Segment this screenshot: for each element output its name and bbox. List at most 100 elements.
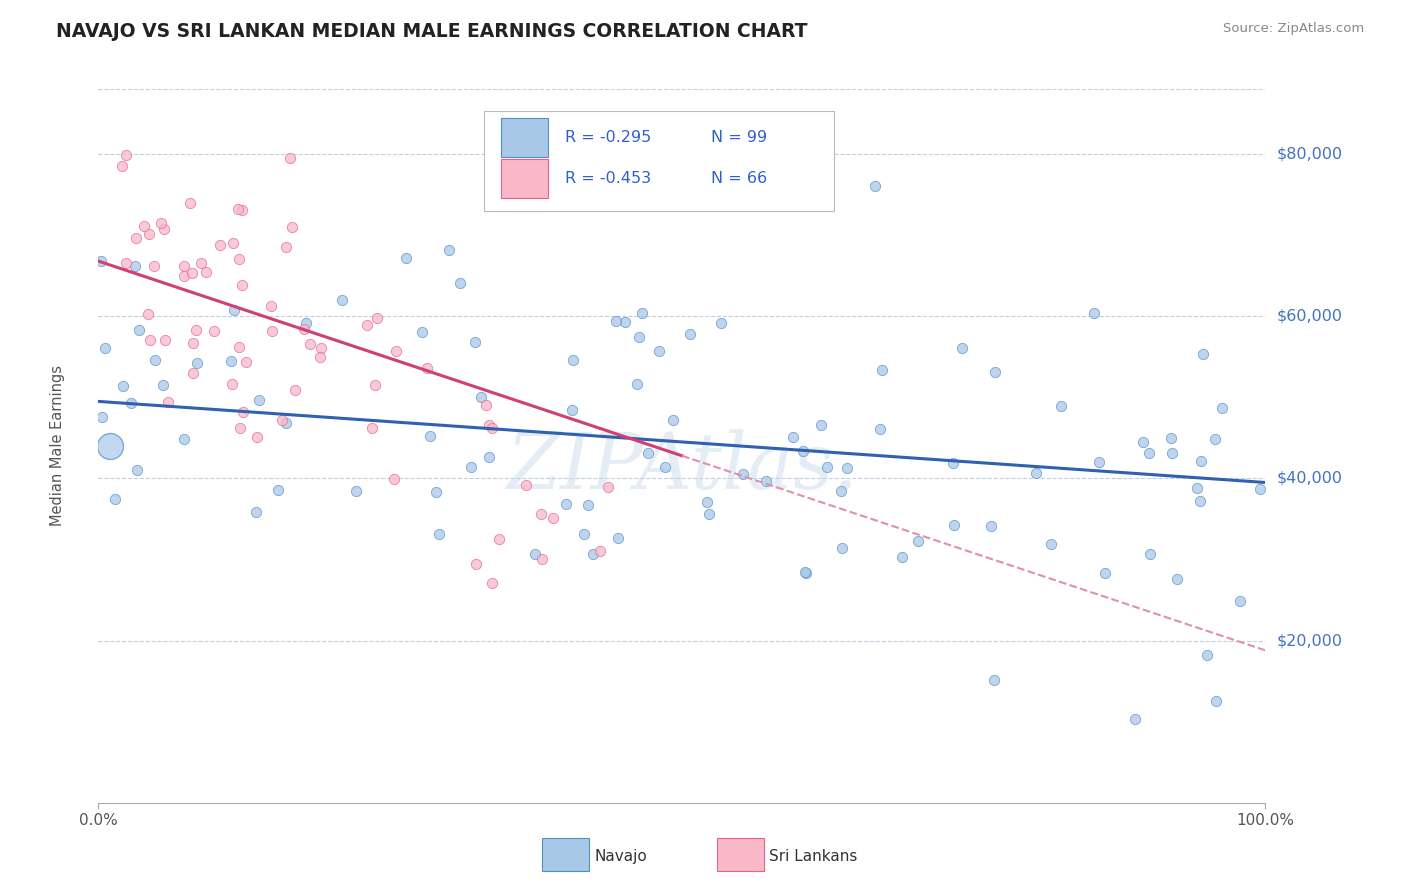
Point xyxy=(1132,435,1154,450)
Point xyxy=(267,483,290,497)
Point xyxy=(1211,401,1233,415)
Point xyxy=(190,256,212,270)
Point xyxy=(589,544,612,558)
Point xyxy=(869,422,891,436)
Point xyxy=(136,307,159,321)
Point xyxy=(124,260,146,274)
Point xyxy=(153,333,176,347)
Point xyxy=(810,418,832,433)
Point xyxy=(831,541,853,555)
FancyBboxPatch shape xyxy=(501,159,548,198)
Point xyxy=(488,532,510,546)
Point xyxy=(245,505,267,519)
Point xyxy=(983,673,1005,687)
Point xyxy=(364,378,387,392)
Text: R = -0.453: R = -0.453 xyxy=(565,171,651,186)
Point xyxy=(562,352,585,367)
Point xyxy=(515,478,537,492)
Point xyxy=(138,333,160,347)
Point xyxy=(132,219,155,233)
Point xyxy=(837,461,859,475)
Point xyxy=(792,444,814,458)
Point xyxy=(208,238,231,252)
Point xyxy=(980,519,1002,533)
Point xyxy=(138,227,160,242)
Point xyxy=(229,421,252,435)
Point xyxy=(465,557,488,571)
Point xyxy=(815,460,838,475)
Point xyxy=(262,324,284,338)
Point xyxy=(219,353,242,368)
Point xyxy=(794,566,817,580)
Point xyxy=(221,377,243,392)
Text: $20,000: $20,000 xyxy=(1277,633,1343,648)
Point xyxy=(419,429,441,443)
Point xyxy=(1123,712,1146,726)
Point xyxy=(541,511,564,525)
Point xyxy=(942,456,965,470)
Text: $40,000: $40,000 xyxy=(1277,471,1343,486)
Point xyxy=(416,361,439,376)
FancyBboxPatch shape xyxy=(484,111,834,211)
Point xyxy=(1137,445,1160,459)
Point xyxy=(582,547,605,561)
Point xyxy=(232,404,254,418)
Point xyxy=(530,551,553,566)
Point xyxy=(731,467,754,481)
Point xyxy=(228,202,250,216)
Point xyxy=(98,439,121,453)
Text: R = -0.295: R = -0.295 xyxy=(565,130,651,145)
Point xyxy=(574,527,596,541)
Point xyxy=(654,459,676,474)
Point xyxy=(127,463,149,477)
Point xyxy=(181,366,204,380)
Point xyxy=(647,343,669,358)
Point xyxy=(382,472,405,486)
FancyBboxPatch shape xyxy=(717,838,763,871)
Point xyxy=(481,421,503,435)
Point xyxy=(1205,694,1227,708)
Point xyxy=(449,276,471,290)
Text: NAVAJO VS SRI LANKAN MEDIAN MALE EARNINGS CORRELATION CHART: NAVAJO VS SRI LANKAN MEDIAN MALE EARNING… xyxy=(56,22,807,41)
Text: $80,000: $80,000 xyxy=(1277,146,1343,161)
Point xyxy=(186,356,208,370)
Point xyxy=(678,326,700,341)
Point xyxy=(907,534,929,549)
Point xyxy=(281,220,304,235)
Point xyxy=(662,413,685,427)
Point xyxy=(794,566,817,581)
Point xyxy=(523,548,546,562)
Point xyxy=(411,325,433,339)
Point xyxy=(1192,347,1215,361)
Point xyxy=(626,376,648,391)
Point xyxy=(274,416,297,430)
Point xyxy=(614,315,637,329)
Point xyxy=(128,323,150,337)
Point xyxy=(984,365,1007,379)
Point xyxy=(481,575,503,590)
Point xyxy=(271,413,294,427)
Point xyxy=(755,475,778,489)
Point xyxy=(478,450,501,465)
Point xyxy=(360,421,382,435)
Point xyxy=(356,318,378,332)
Point xyxy=(184,322,207,336)
Point xyxy=(950,342,973,356)
Point xyxy=(437,244,460,258)
Point xyxy=(385,344,408,359)
Point xyxy=(180,266,202,280)
Text: ZIPAtlas.: ZIPAtlas. xyxy=(506,429,858,506)
Point xyxy=(1189,494,1212,508)
Point xyxy=(274,240,297,254)
Point xyxy=(181,335,204,350)
FancyBboxPatch shape xyxy=(501,118,548,157)
Point xyxy=(1050,399,1073,413)
Point xyxy=(173,432,195,446)
Point xyxy=(427,526,450,541)
Point xyxy=(474,398,496,412)
Point xyxy=(224,303,246,318)
Point xyxy=(125,231,148,245)
Point xyxy=(607,531,630,545)
Point xyxy=(309,341,332,355)
Text: Source: ZipAtlas.com: Source: ZipAtlas.com xyxy=(1223,22,1364,36)
